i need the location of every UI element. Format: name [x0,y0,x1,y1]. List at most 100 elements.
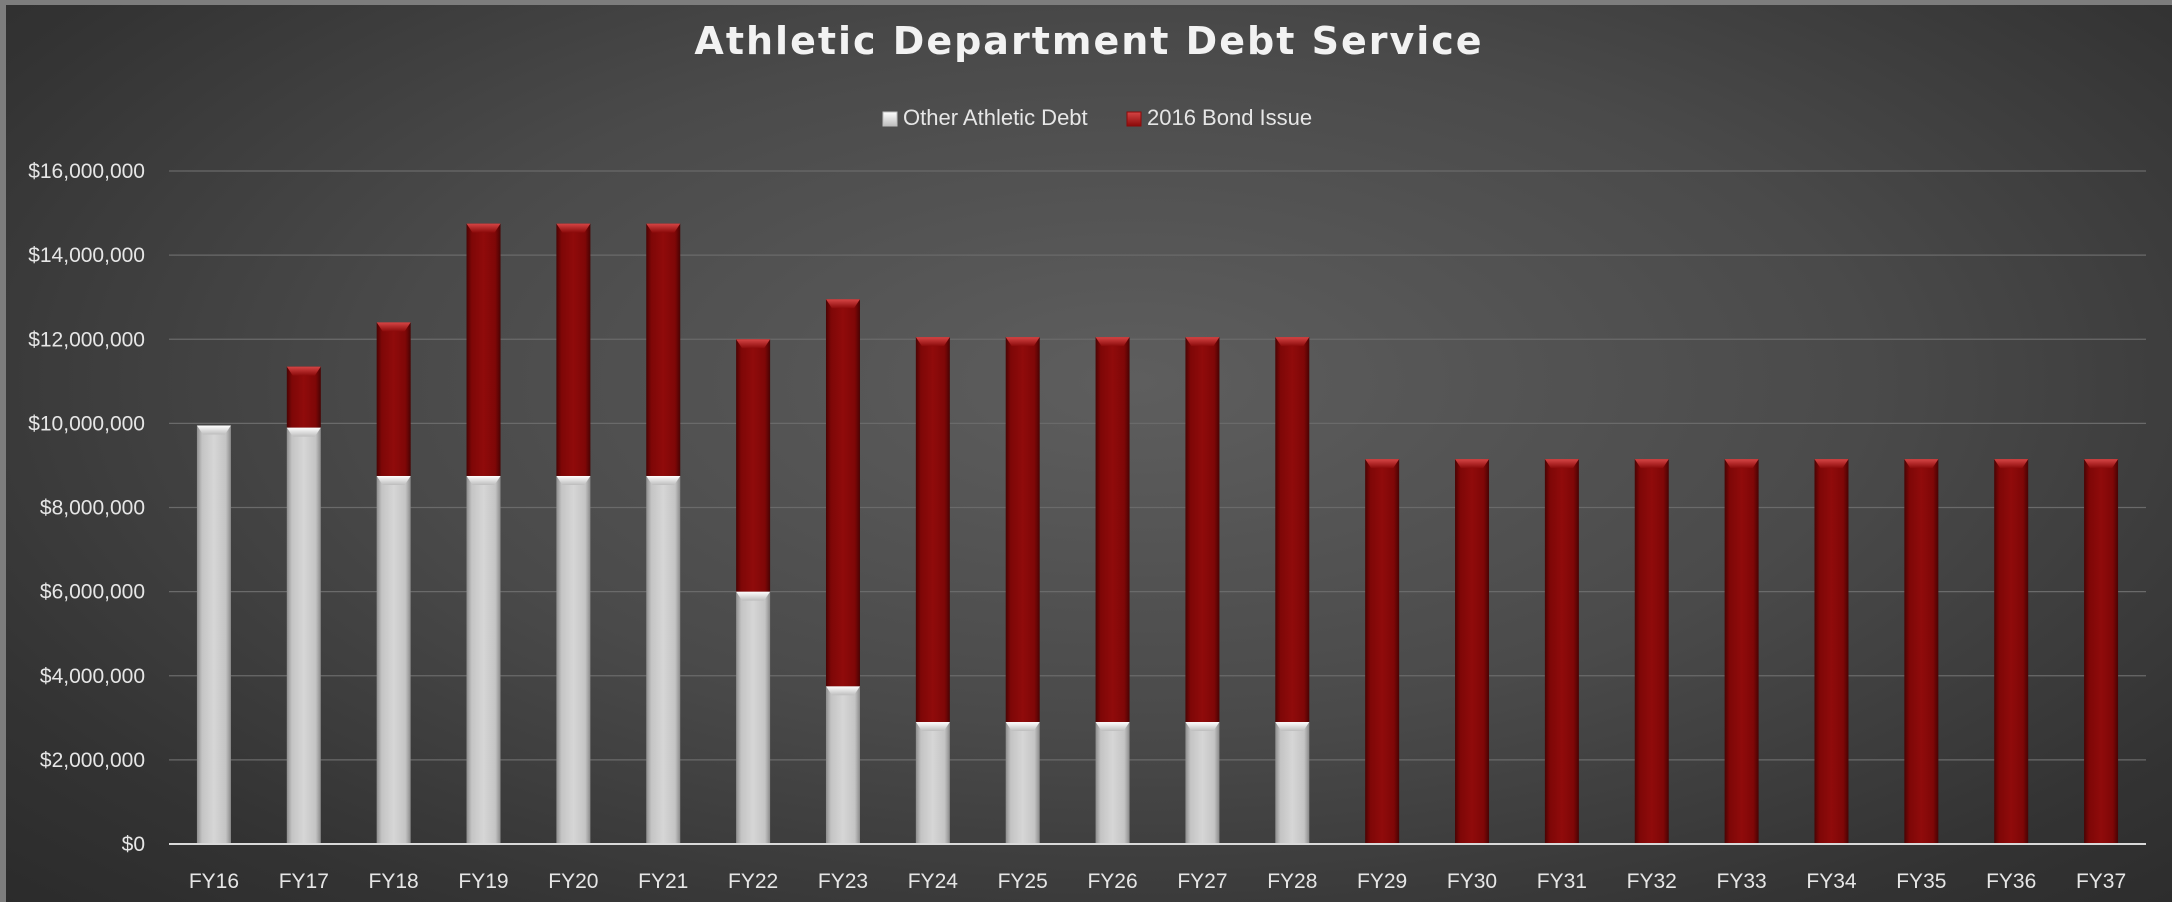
bar-cap [915,337,950,347]
bar-segment-2016-bond-issue [825,299,860,687]
legend-label: 2016 Bond Issue [1147,105,1312,130]
bar-segment-other-athletic-debt [376,475,411,844]
bar-cap [1275,722,1310,732]
x-tick-label: FY21 [638,870,688,893]
legend-item-2016-bond-issue: 2016 Bond Issue [1126,105,1312,130]
bar-segment-2016-bond-issue [286,366,321,428]
x-axis: FY16 FY17 FY18 FY19 FY20 FY21 FY22 FY23 FY24 FY25… [169,843,2146,893]
bar-cap [1904,459,1939,469]
bar-cap [1005,722,1040,732]
x-tick-label: FY36 [1986,870,2036,893]
y-tick-label: $0 [122,833,145,856]
bar-cap [1095,722,1130,732]
x-tick-label: FY23 [818,870,868,893]
bar-segment-other-athletic-debt [1185,722,1220,844]
bar-segment-2016-bond-issue [1724,459,1759,844]
x-tick-label: FY29 [1357,870,1407,893]
bar-cap [1365,459,1400,469]
bar-segment-2016-bond-issue [1275,337,1310,723]
x-tick-label: FY35 [1896,870,1946,893]
bar-segment-2016-bond-issue [1814,459,1849,844]
bar-cap [376,475,411,485]
bar-segment-2016-bond-issue [646,223,681,476]
y-tick-label: $14,000,000 [28,244,145,267]
bar-cap [825,299,860,309]
x-tick-label: FY17 [279,870,329,893]
x-tick-label: FY30 [1447,870,1497,893]
y-tick-label: $12,000,000 [28,328,145,351]
x-tick-label: FY25 [998,870,1048,893]
bar-cap [466,475,501,485]
bar-segment-2016-bond-issue [376,322,411,476]
y-axis: $0 $2,000,000 $4,000,000 $6,000,000 $8,000,0… [28,160,145,856]
bar-cap [646,475,681,485]
bar-segment-2016-bond-issue [736,339,771,592]
bar-segment-2016-bond-issue [2084,459,2119,844]
bar-segment-other-athletic-debt [1275,722,1310,844]
x-tick-label: FY22 [728,870,778,893]
x-tick-label: FY18 [369,870,419,893]
bar-cap [1185,722,1220,732]
x-tick-label: FY16 [189,870,239,893]
bar-cap [1185,337,1220,347]
bar-segment-other-athletic-debt [646,475,681,844]
bar-cap [1994,459,2029,469]
bar-cap [1814,459,1849,469]
bar-segment-other-athletic-debt [286,427,321,844]
bar-cap [376,322,411,332]
x-tick-label: FY24 [908,870,959,893]
x-tick-label: FY19 [458,870,508,893]
x-tick-label: FY31 [1537,870,1587,893]
legend: Other Athletic Debt 2016 Bond Issue [882,105,1312,130]
legend-swatch [882,111,898,127]
bar-cap [466,223,501,233]
x-tick-label: FY32 [1627,870,1677,893]
bar-cap [556,475,591,485]
bar-segment-other-athletic-debt [196,425,231,844]
bar-cap [646,223,681,233]
bar-segment-2016-bond-issue [556,223,591,476]
bar-cap [286,427,321,437]
y-tick-label: $8,000,000 [40,497,145,520]
x-tick-label: FY34 [1806,870,1857,893]
bar-segment-other-athletic-debt [556,475,591,844]
bar-segment-2016-bond-issue [1904,459,1939,844]
bar-segment-2016-bond-issue [1544,459,1579,844]
x-tick-label: FY28 [1267,870,1317,893]
bar-cap [286,366,321,376]
bar-cap [1544,459,1579,469]
bar-cap [915,722,950,732]
bar-segment-2016-bond-issue [1994,459,2029,844]
bar-cap [196,425,231,435]
chart-area: Athletic Department Debt Service Other A… [6,5,2172,902]
bar-segment-other-athletic-debt [825,686,860,844]
bar-cap [2084,459,2119,469]
bar-segment-other-athletic-debt [915,722,950,844]
bar-cap [1275,337,1310,347]
bar-cap [736,591,771,601]
x-tick-label: FY33 [1717,870,1767,893]
debt-service-chart: Athletic Department Debt Service Other A… [28,19,2146,893]
bar-cap [1634,459,1669,469]
y-tick-label: $16,000,000 [28,160,145,183]
x-tick-label: FY27 [1177,870,1227,893]
bar-cap [1455,459,1490,469]
chart-title: Athletic Department Debt Service [694,19,1483,63]
legend-label: Other Athletic Debt [903,105,1088,130]
bar-cap [1095,337,1130,347]
bar-segment-2016-bond-issue [1185,337,1220,723]
bar-segment-other-athletic-debt [1095,722,1130,844]
bar-segment-2016-bond-issue [1005,337,1040,723]
bar-cap [1005,337,1040,347]
y-tick-label: $2,000,000 [40,749,145,772]
bar-segment-other-athletic-debt [736,591,771,844]
bars [196,223,2119,844]
y-tick-label: $10,000,000 [28,412,145,435]
x-tick-label: FY37 [2076,870,2126,893]
bar-segment-2016-bond-issue [466,223,501,476]
y-tick-label: $6,000,000 [40,581,145,604]
legend-swatch [1126,111,1142,127]
bar-cap [736,339,771,349]
bar-segment-other-athletic-debt [466,475,501,844]
